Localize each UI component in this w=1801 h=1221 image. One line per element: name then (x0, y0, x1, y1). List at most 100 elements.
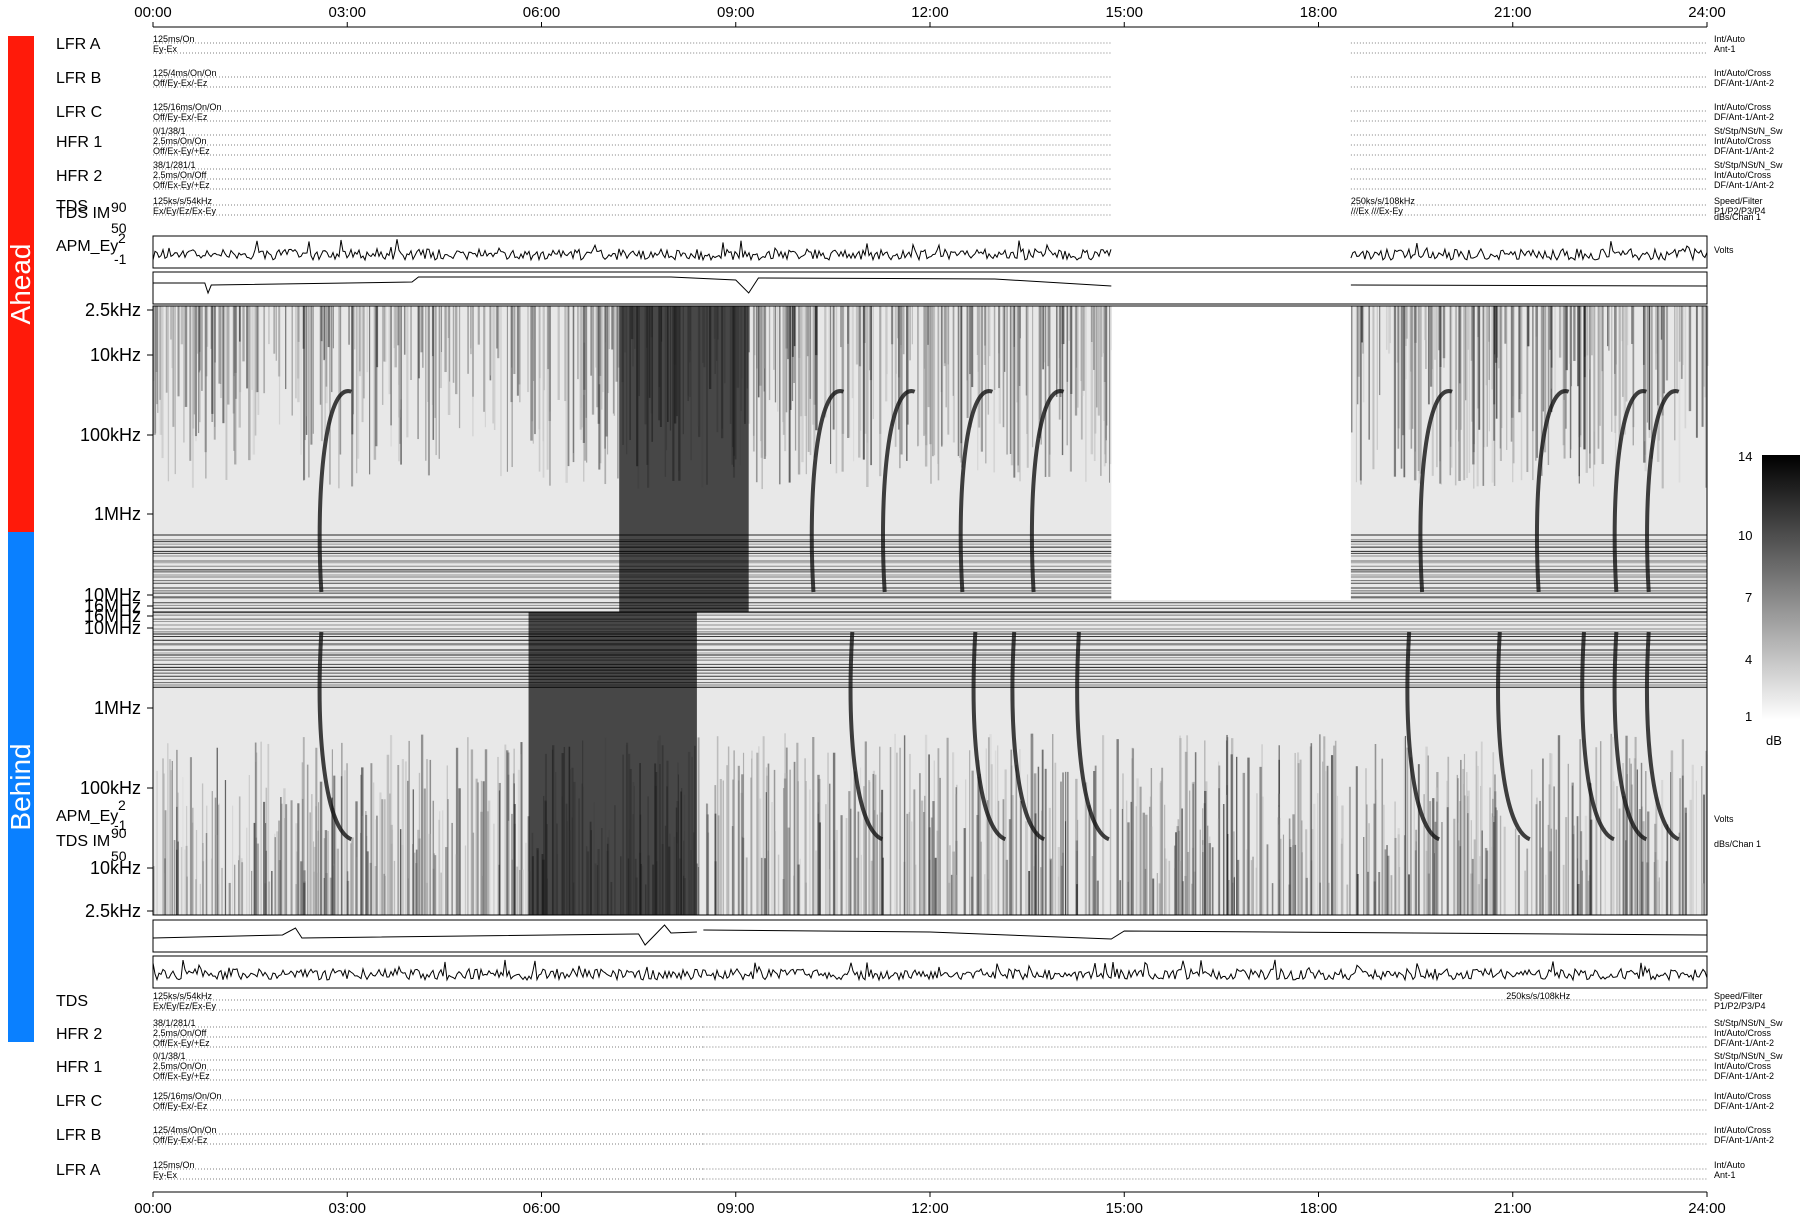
spectrogram-streak (949, 845, 951, 915)
spectrogram-streak (1494, 306, 1498, 363)
spectrogram-streak (963, 828, 966, 915)
spectrogram-streak (764, 306, 767, 457)
spectrogram-streak (1096, 880, 1099, 915)
spectrogram-streak (290, 800, 293, 915)
spectrogram-streak (897, 306, 900, 430)
spectrogram-streak (361, 767, 364, 915)
spectrogram-streak (498, 782, 501, 915)
spectrogram-streak (1149, 796, 1152, 915)
spectrogram-streak (1097, 306, 1100, 416)
spectrogram-streak (752, 306, 755, 436)
spectrogram-streak (1645, 771, 1647, 915)
spectrogram-streak (851, 306, 854, 399)
spectrogram-streak (784, 306, 787, 452)
spectrogram-streak (572, 306, 575, 463)
spectrogram-streak (442, 810, 444, 915)
spectrogram-streak (184, 306, 188, 407)
spectrogram-streak (1576, 816, 1579, 915)
spectrogram-streak (607, 306, 610, 350)
spectrogram-streak (1378, 872, 1381, 915)
spectrogram-streak (774, 306, 777, 403)
spectrogram-streak (452, 306, 455, 383)
burst-arc (1645, 389, 1680, 593)
spectrogram-streak (1706, 306, 1709, 366)
spectrogram-streak (1225, 740, 1228, 915)
spectrogram-streak (928, 754, 930, 915)
spectrogram-streak (829, 783, 831, 915)
spectrogram-streak (952, 306, 954, 396)
spectrogram-streak (1405, 306, 1407, 380)
spectrogram-streak (1330, 755, 1334, 915)
spectrogram-streak (856, 857, 858, 915)
spectrogram-streak (611, 306, 614, 350)
spectrogram-streak (1130, 801, 1132, 915)
spectrogram-streak (472, 306, 474, 437)
spectrogram-streak (1412, 306, 1414, 429)
spectrogram-streak (214, 797, 217, 915)
spectrogram-streak (331, 797, 333, 915)
spectrogram-streak (719, 778, 722, 915)
spectrogram-streak (791, 306, 794, 357)
spectrogram-streak (1486, 306, 1488, 447)
spectrogram-streak (832, 752, 836, 915)
spectrogram-streak (1684, 807, 1687, 915)
spectrogram-streak (1642, 821, 1645, 915)
spectrogram-streak (1542, 306, 1544, 412)
behind-row-setting: Off/Ey-Ex/-Ez (153, 1101, 208, 1111)
spectrogram-streak (467, 737, 469, 915)
spectrogram-streak (717, 815, 720, 915)
spectrogram-streak (980, 306, 983, 452)
spectrogram-streak (215, 835, 218, 915)
spectrogram-streak (1464, 306, 1467, 401)
spectrogram-streak (1636, 769, 1638, 915)
spectrogram-streak (1044, 306, 1046, 363)
spectrogram-streak (297, 803, 300, 915)
spectrogram-streak (952, 752, 955, 915)
spectrogram-streak (908, 812, 911, 915)
spectrogram-streak (354, 306, 356, 350)
spectrogram-streak (805, 781, 807, 915)
spectrogram-streak (1116, 739, 1119, 915)
spectrogram-streak (239, 306, 242, 393)
spectrogram-streak (366, 306, 369, 373)
spectrogram-streak (1333, 745, 1336, 915)
spectrogram-streak (438, 306, 440, 459)
spectrogram-streak (1393, 306, 1397, 477)
spectrogram-streak (586, 306, 588, 463)
spectrogram-streak (1665, 861, 1668, 915)
spectrogram-streak (1563, 306, 1566, 459)
spectrogram-streak (267, 743, 270, 915)
spectrogram-streak (763, 306, 765, 369)
colorbar-tick-label: 14 (1738, 449, 1753, 464)
spectrogram-streak (825, 804, 827, 915)
spectrogram-streak (1093, 306, 1096, 462)
ahead-row-setting: 2.5ms/On/On (153, 136, 207, 146)
ahead-instrument-rows (153, 42, 1707, 216)
behind-row-setting: 38/1/281/1 (153, 1018, 196, 1028)
spectrogram-streak (1201, 844, 1205, 915)
spectrogram-streak (205, 833, 208, 915)
spectrogram-streak (1633, 758, 1637, 915)
spectrogram-streak (1654, 852, 1657, 915)
spectrogram-streak (1062, 306, 1065, 345)
spectrogram-streak (1661, 306, 1664, 489)
spectrogram-streak (759, 306, 762, 386)
spectrogram-streak (917, 306, 919, 447)
spectrogram-streak (1232, 831, 1235, 915)
spectrogram-streak (206, 306, 209, 347)
spectrogram-streak (1512, 306, 1515, 464)
spectrogram-streak (1361, 306, 1363, 343)
spectrogram-streak (1670, 772, 1672, 915)
spectrogram-streak (757, 306, 760, 398)
spectrogram-streak (847, 306, 849, 344)
spectrogram-streak (1084, 782, 1088, 915)
spectrogram-streak (205, 306, 207, 479)
spectrogram-streak (1554, 306, 1557, 403)
spectrogram-streak (477, 782, 479, 915)
spectrogram-streak (302, 306, 305, 349)
behind-tds-im-unit: dBs/Chan 1 (1714, 839, 1762, 849)
spectrogram-streak (486, 811, 489, 915)
spectrogram-streak (156, 770, 158, 915)
spectrogram-streak (1017, 306, 1020, 473)
spectrogram-streak (277, 306, 281, 377)
